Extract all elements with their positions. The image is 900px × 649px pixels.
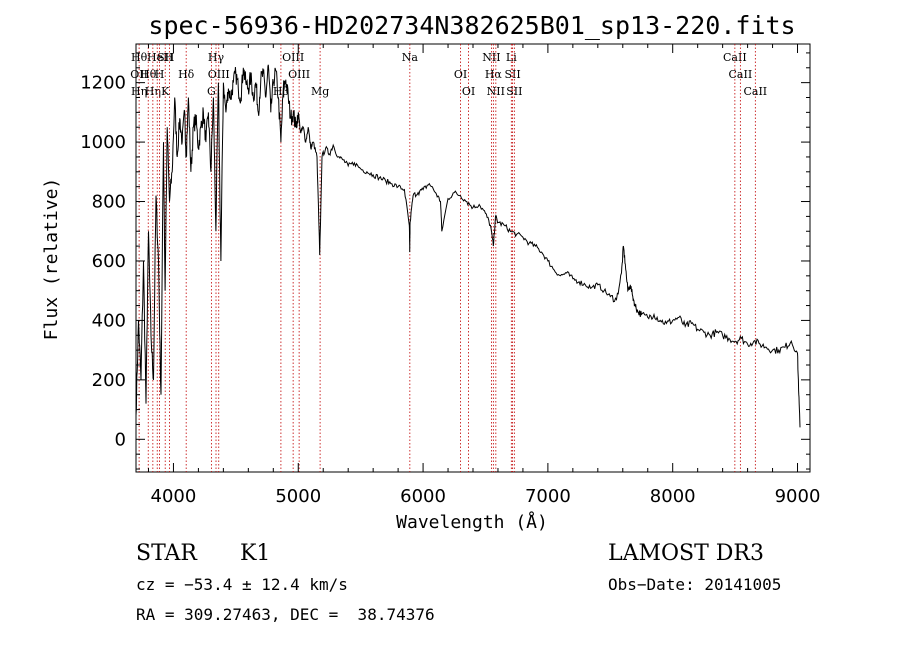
- x-tick-label: 7000: [525, 486, 571, 507]
- line-label: H: [165, 51, 175, 64]
- line-label: OI: [454, 68, 467, 81]
- line-label: Mg: [311, 85, 329, 98]
- line-label: Hγ: [208, 51, 225, 64]
- x-tick-label: 9000: [775, 486, 821, 507]
- line-label: Hη: [131, 85, 147, 98]
- line-label: CaII: [743, 85, 767, 98]
- line-label: K: [161, 85, 170, 98]
- observation-date: Obs−Date: 20141005: [608, 575, 781, 594]
- line-label: OII: [130, 68, 148, 81]
- object-class: STAR: [136, 541, 198, 566]
- spectrum-line: [135, 64, 801, 428]
- survey-name: LAMOST DR3: [608, 541, 764, 566]
- line-label: SII: [504, 68, 520, 81]
- line-label: CaII: [729, 68, 753, 81]
- object-subclass: K1: [240, 541, 270, 566]
- line-label: SII: [506, 85, 522, 98]
- ra-dec-coordinates: RA = 309.27463, DEC = 38.74376: [136, 605, 435, 624]
- line-label: OIII: [282, 51, 304, 64]
- line-label: HeI: [147, 51, 167, 64]
- line-label: NII: [487, 85, 505, 98]
- line-label: Hα: [485, 68, 503, 81]
- line-label: Hη: [145, 85, 161, 98]
- line-label: G: [207, 85, 216, 98]
- y-tick-label: 0: [115, 429, 126, 450]
- y-tick-label: 1200: [80, 73, 126, 94]
- line-label: OIII: [288, 68, 310, 81]
- y-tick-label: 200: [92, 370, 126, 391]
- x-tick-label: 5000: [275, 486, 321, 507]
- y-axis-ticks: 0 200 400 600 800 1000 1200: [80, 52, 810, 470]
- y-tick-label: 1000: [80, 132, 126, 153]
- chart-title: spec-56936-HD202734N382625B01_sp13-220.f…: [148, 11, 795, 40]
- x-tick-label: 4000: [151, 486, 197, 507]
- x-tick-label: 8000: [650, 486, 696, 507]
- y-tick-label: 800: [92, 192, 126, 213]
- line-label: CaII: [723, 51, 747, 64]
- line-label: Na: [402, 51, 419, 64]
- line-label: OI: [462, 85, 475, 98]
- x-tick-label: 6000: [400, 486, 446, 507]
- line-label: H: [155, 68, 165, 81]
- line-label: Hθ: [131, 51, 148, 64]
- y-tick-label: 400: [92, 310, 126, 331]
- line-label: Hδ: [178, 68, 195, 81]
- x-axis-ticks: 4000 5000 6000 7000 8000 9000: [147, 44, 821, 507]
- line-label: Li: [506, 51, 517, 64]
- y-tick-label: 600: [92, 251, 126, 272]
- line-label: SII: [157, 51, 173, 64]
- redshift-cz: cz = −53.4 ± 12.4 km/s: [136, 575, 348, 594]
- y-axis-label: Flux (relative): [41, 178, 62, 341]
- line-label: NII: [482, 51, 500, 64]
- x-axis-label: Wavelength (Å): [396, 511, 548, 533]
- line-label: OIII: [208, 68, 230, 81]
- emission-line-markers: HθOIIHηHθHηHeIHKSIIHHδGHγOIIIHβOIIIOIIIM…: [130, 44, 767, 472]
- line-label: Hθ: [140, 68, 157, 81]
- plot-frame: [135, 43, 811, 473]
